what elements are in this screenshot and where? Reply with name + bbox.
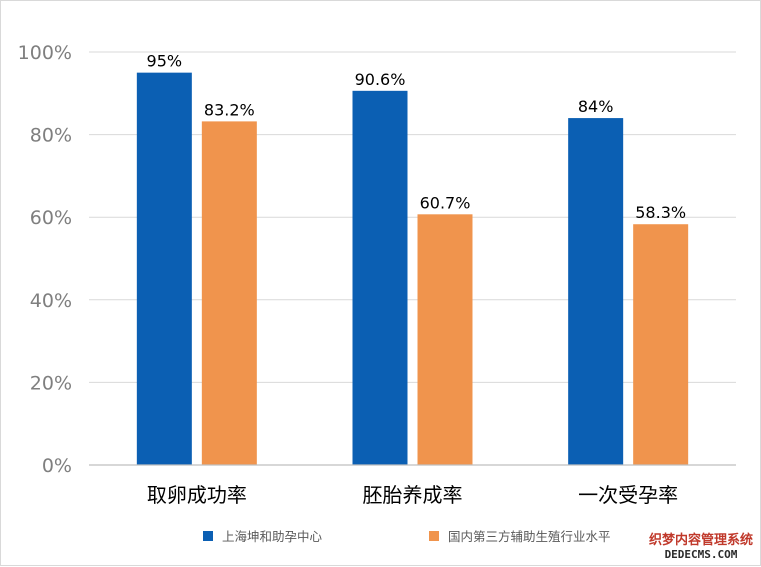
data-label: 83.2% xyxy=(204,100,255,119)
bar xyxy=(201,121,257,465)
data-labels: 95% 83.2% 90.6% 60.7% 84% 58.3% xyxy=(147,52,687,223)
y-tick-label: 60% xyxy=(30,207,72,229)
data-label: 84% xyxy=(578,97,614,116)
legend-label: 上海坤和助孕中心 xyxy=(222,529,323,544)
y-tick-label: 40% xyxy=(30,290,72,312)
y-tick-label: 100% xyxy=(18,42,72,64)
bar xyxy=(568,118,624,465)
legend-swatch xyxy=(203,531,213,541)
x-category-label: 胚胎养成率 xyxy=(363,483,463,507)
y-tick-label: 80% xyxy=(30,125,72,147)
bar xyxy=(633,224,689,465)
legend-label: 国内第三方辅助生殖行业水平 xyxy=(448,529,611,544)
bar xyxy=(417,214,473,465)
x-category-label: 一次受孕率 xyxy=(578,483,678,507)
gridlines xyxy=(89,51,736,383)
bar xyxy=(136,72,192,466)
y-tick-label: 20% xyxy=(30,372,72,394)
legend-swatch xyxy=(429,531,439,541)
axes: 0% 20% 40% 60% 80% 100% 取卵成功率 胚胎养成率 一次受孕率 xyxy=(18,42,736,507)
y-tick-label: 0% xyxy=(42,455,72,477)
data-label: 90.6% xyxy=(355,70,406,89)
data-label: 60.7% xyxy=(420,193,471,212)
watermark: 织梦内容管理系统 DEDECMS.COM xyxy=(649,532,753,561)
x-category-label: 取卵成功率 xyxy=(147,483,247,507)
watermark-line2: DEDECMS.COM xyxy=(665,548,738,561)
watermark-line1: 织梦内容管理系统 xyxy=(649,532,753,548)
bars xyxy=(136,72,689,466)
bar xyxy=(352,90,408,466)
legend: 上海坤和助孕中心 国内第三方辅助生殖行业水平 xyxy=(203,529,611,544)
data-label: 58.3% xyxy=(635,203,686,222)
data-label: 95% xyxy=(147,52,183,71)
